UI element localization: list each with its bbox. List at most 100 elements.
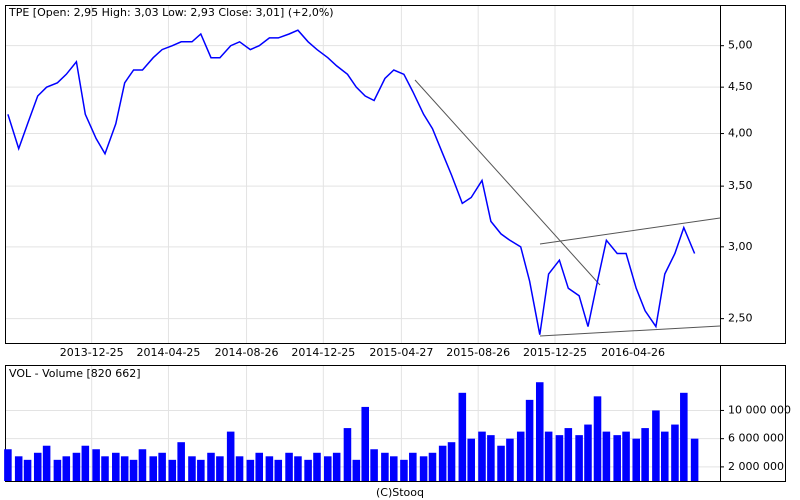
volume-bar: [671, 424, 679, 481]
x-tick-label: 2015-12-25: [523, 346, 587, 359]
volume-bar: [274, 459, 283, 481]
x-tick-label: 2014-12-25: [291, 346, 355, 359]
volume-bar: [92, 449, 100, 481]
footer: (C)Stooq: [376, 486, 424, 499]
volume-bar: [265, 456, 274, 481]
volume-bar: [652, 410, 660, 481]
volume-bar: [409, 452, 417, 481]
volume-bar: [516, 431, 525, 481]
volume-bar: [680, 392, 688, 481]
volume-bar: [197, 459, 205, 481]
volume-bar: [304, 459, 312, 481]
volume-bar: [246, 459, 255, 481]
volume-bar: [129, 459, 138, 481]
volume-bar: [641, 428, 649, 481]
volume-bar: [575, 435, 583, 481]
y-tick-label: 2,50: [728, 312, 753, 325]
volume-bar: [138, 449, 147, 481]
y-tick-label: 4,50: [728, 80, 753, 93]
volume-bar: [226, 431, 235, 481]
volume-bar: [370, 449, 378, 481]
volume-bar: [120, 456, 129, 481]
volume-bar: [400, 459, 408, 481]
volume-panel-frame: [5, 365, 786, 482]
volume-bar: [23, 459, 32, 481]
x-tick-label: 2013-12-25: [60, 346, 124, 359]
x-tick-label: 2015-08-26: [446, 346, 510, 359]
volume-bar: [361, 406, 369, 481]
volume-bar: [428, 452, 437, 481]
volume-bar: [447, 442, 456, 481]
y-tick-label: 4,00: [728, 127, 753, 140]
volume-bar: [332, 452, 341, 481]
x-tick-label: 2014-04-25: [137, 346, 201, 359]
volume-bar: [72, 452, 81, 481]
volume-bar: [62, 456, 71, 481]
volume-bar: [535, 382, 544, 481]
y-tick-label: 5,00: [728, 39, 753, 52]
volume-bar: [497, 445, 505, 481]
volume-bar: [112, 452, 120, 481]
volume-bar: [207, 452, 215, 481]
volume-bar: [53, 459, 62, 481]
volume-bar: [544, 431, 553, 481]
volume-bar: [438, 445, 447, 481]
volume-bar: [525, 399, 534, 481]
volume-bar: [661, 431, 669, 481]
x-tick-label: 2016-04-26: [601, 346, 665, 359]
volume-bar: [458, 392, 467, 481]
panel-title: TPE [Open: 2,95 High: 3,03 Low: 2,93 Clo…: [8, 6, 334, 19]
volume-bar: [555, 435, 564, 481]
volume-bar: [42, 445, 51, 481]
volume-bar: [235, 456, 244, 481]
volume-bar: [294, 456, 302, 481]
volume-bar: [564, 428, 573, 481]
volume-bar: [467, 438, 475, 481]
volume-bar: [285, 452, 293, 481]
volume-bar: [613, 435, 621, 481]
price-line: [7, 29, 696, 335]
volume-bar: [255, 452, 264, 481]
y-tick-label: 6 000 000: [728, 432, 784, 445]
volume-bar: [4, 449, 12, 481]
volume-bar: [149, 456, 158, 481]
volume-bar: [216, 456, 224, 481]
volume-bar: [390, 456, 398, 481]
price-panel-frame: [5, 5, 786, 344]
volume-bar: [313, 452, 321, 481]
volume-bar: [188, 456, 196, 481]
volume-bar: [487, 435, 495, 481]
y-tick-label: 3,00: [728, 240, 753, 253]
y-tick-label: 3,50: [728, 179, 753, 192]
volume-bar: [101, 456, 109, 481]
x-tick-label: 2014-08-26: [215, 346, 279, 359]
volume-bar: [632, 438, 641, 481]
y-tick-label: 10 000 000: [728, 403, 791, 416]
volume-bar: [690, 438, 699, 481]
volume-bar: [158, 452, 166, 481]
volume-bar: [419, 456, 428, 481]
volume-bar: [323, 456, 332, 481]
volume-bar: [168, 459, 177, 481]
volume-bar: [584, 424, 592, 481]
y-tick-label: 2 000 000: [728, 460, 784, 473]
trend-lines: [414, 79, 721, 337]
volume-bar: [593, 396, 602, 481]
volume-bar: [352, 459, 361, 481]
volume-bar: [381, 452, 389, 481]
volume-bar: [622, 431, 630, 481]
volume-bar: [14, 456, 23, 481]
x-tick-label: 2015-04-27: [369, 346, 433, 359]
volume-bar: [177, 442, 185, 481]
trend-line: [539, 217, 721, 245]
volume-bar: [506, 438, 514, 481]
volume-bar: [343, 428, 352, 481]
volume-bar: [81, 445, 90, 481]
trend-line: [414, 79, 601, 286]
volume-bar: [478, 431, 486, 481]
panel-title: VOL - Volume [820 662]: [9, 367, 141, 380]
volume-bar: [33, 452, 42, 481]
volume-bar: [602, 431, 611, 481]
